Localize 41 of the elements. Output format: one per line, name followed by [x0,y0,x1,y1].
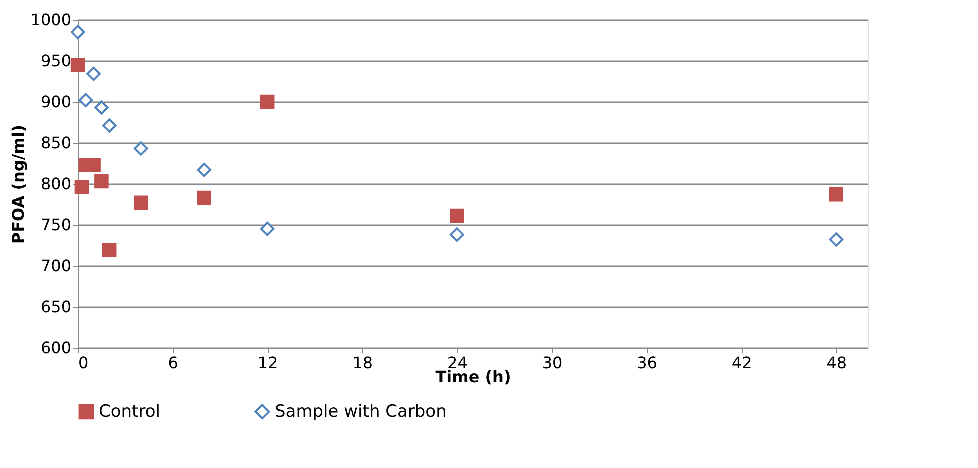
point [260,94,275,110]
y-tick-label: 1000 [30,10,72,30]
point [134,142,148,156]
point [102,243,117,258]
x-tick-label: 48 [826,354,848,372]
point [197,190,212,206]
point [94,174,109,189]
x-tick-label: 12 [258,354,278,372]
point [829,188,844,202]
point [70,25,86,40]
y-tick-label: 950 [40,52,72,70]
y-tick-label: 900 [40,92,72,112]
y-axis-title: PFOA (ng/ml) [8,124,28,244]
y-tick-label: 800 [40,174,72,194]
point [70,58,86,72]
legend-label: Sample with Carbon [275,402,447,422]
point [134,196,148,210]
x-tick-label: 42 [732,354,752,372]
y-tick-label: 750 [40,216,72,234]
point [78,93,94,108]
x-tick-label: 6 [168,354,178,372]
point [86,66,101,82]
x-tick-label: 36 [637,354,658,372]
point [450,208,464,224]
point [102,118,117,133]
point [197,162,212,178]
y-tick-label: 650 [40,298,72,316]
y-tick-label: 600 [40,338,72,358]
x-axis-title: Time (h) [436,368,512,386]
x-tick-label: 30 [542,354,563,372]
point [829,232,844,247]
point [86,158,101,172]
y-tick-label: 700 [40,256,72,276]
point [94,100,109,115]
legend-label: Control [99,402,160,422]
point [450,228,464,242]
x-tick-label: 0 [78,354,89,372]
point [74,180,90,194]
x-tick-label: 18 [352,354,374,372]
point [260,222,275,236]
y-tick-label: 850 [40,134,72,152]
